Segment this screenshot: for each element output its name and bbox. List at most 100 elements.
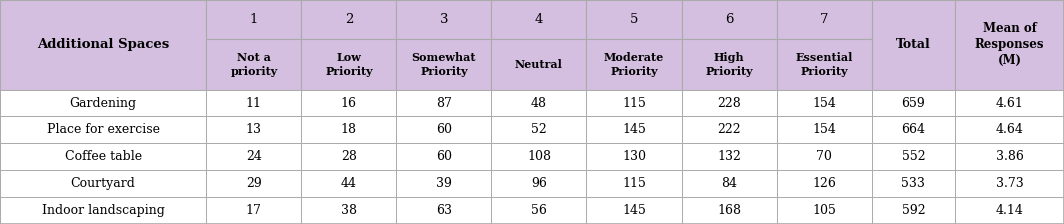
Bar: [492, 39, 586, 90]
Text: 39: 39: [436, 177, 452, 190]
Bar: [777, 90, 871, 116]
Bar: [0, 143, 206, 170]
Bar: [301, 197, 397, 224]
Text: 145: 145: [622, 204, 646, 217]
Bar: [206, 170, 301, 197]
Bar: [955, 0, 1064, 90]
Bar: [586, 39, 682, 90]
Bar: [871, 197, 955, 224]
Bar: [871, 116, 955, 143]
Text: 154: 154: [812, 97, 836, 110]
Bar: [397, 90, 492, 116]
Bar: [682, 90, 777, 116]
Bar: [955, 197, 1064, 224]
Text: 44: 44: [340, 177, 356, 190]
Text: 56: 56: [531, 204, 547, 217]
Bar: [301, 39, 397, 90]
Bar: [0, 0, 206, 90]
Text: 84: 84: [721, 177, 737, 190]
Text: 145: 145: [622, 123, 646, 136]
Bar: [206, 90, 301, 116]
Bar: [586, 197, 682, 224]
Text: 115: 115: [622, 97, 646, 110]
Text: 4.14: 4.14: [996, 204, 1024, 217]
Bar: [0, 170, 206, 197]
Text: 108: 108: [527, 150, 551, 163]
Text: 5: 5: [630, 13, 638, 26]
Text: High
Priority: High Priority: [705, 52, 753, 77]
Text: 664: 664: [901, 123, 926, 136]
Bar: [586, 170, 682, 197]
Bar: [397, 170, 492, 197]
Bar: [206, 143, 301, 170]
Bar: [955, 90, 1064, 116]
Text: Indoor landscaping: Indoor landscaping: [41, 204, 165, 217]
Bar: [301, 143, 397, 170]
Text: 18: 18: [340, 123, 356, 136]
Bar: [955, 143, 1064, 170]
Text: 60: 60: [436, 123, 452, 136]
Text: 6: 6: [725, 13, 733, 26]
Bar: [777, 39, 871, 90]
Bar: [206, 0, 301, 39]
Text: 96: 96: [531, 177, 547, 190]
Bar: [492, 143, 586, 170]
Bar: [397, 116, 492, 143]
Text: 105: 105: [812, 204, 836, 217]
Bar: [777, 0, 871, 39]
Text: 592: 592: [901, 204, 925, 217]
Text: 659: 659: [901, 97, 926, 110]
Text: Mean of
Responses
(M): Mean of Responses (M): [975, 22, 1044, 67]
Bar: [682, 0, 777, 39]
Text: 552: 552: [901, 150, 925, 163]
Text: 533: 533: [901, 177, 926, 190]
Text: 3: 3: [439, 13, 448, 26]
Bar: [871, 0, 955, 90]
Bar: [492, 90, 586, 116]
Bar: [397, 143, 492, 170]
Text: 154: 154: [812, 123, 836, 136]
Text: 63: 63: [436, 204, 452, 217]
Text: Coffee table: Coffee table: [65, 150, 142, 163]
Bar: [301, 0, 397, 39]
Text: 87: 87: [436, 97, 452, 110]
Text: 60: 60: [436, 150, 452, 163]
Bar: [301, 170, 397, 197]
Text: 228: 228: [717, 97, 741, 110]
Bar: [777, 197, 871, 224]
Text: 70: 70: [816, 150, 832, 163]
Text: 130: 130: [622, 150, 646, 163]
Text: 38: 38: [340, 204, 356, 217]
Bar: [206, 197, 301, 224]
Text: 52: 52: [531, 123, 547, 136]
Text: Low
Priority: Low Priority: [326, 52, 372, 77]
Text: 48: 48: [531, 97, 547, 110]
Bar: [682, 170, 777, 197]
Bar: [955, 170, 1064, 197]
Text: 126: 126: [812, 177, 836, 190]
Bar: [777, 143, 871, 170]
Text: Somewhat
Priority: Somewhat Priority: [412, 52, 477, 77]
Bar: [586, 0, 682, 39]
Bar: [397, 197, 492, 224]
Bar: [0, 197, 206, 224]
Bar: [0, 116, 206, 143]
Text: 17: 17: [246, 204, 262, 217]
Text: 11: 11: [246, 97, 262, 110]
Bar: [0, 90, 206, 116]
Text: Total: Total: [896, 38, 931, 51]
Bar: [871, 90, 955, 116]
Bar: [586, 116, 682, 143]
Text: 115: 115: [622, 177, 646, 190]
Bar: [301, 90, 397, 116]
Text: 13: 13: [246, 123, 262, 136]
Bar: [682, 39, 777, 90]
Bar: [301, 116, 397, 143]
Text: Place for exercise: Place for exercise: [47, 123, 160, 136]
Text: Neutral: Neutral: [515, 59, 563, 70]
Bar: [397, 0, 492, 39]
Text: 7: 7: [820, 13, 829, 26]
Text: 4.61: 4.61: [996, 97, 1024, 110]
Text: 24: 24: [246, 150, 262, 163]
Text: 132: 132: [717, 150, 741, 163]
